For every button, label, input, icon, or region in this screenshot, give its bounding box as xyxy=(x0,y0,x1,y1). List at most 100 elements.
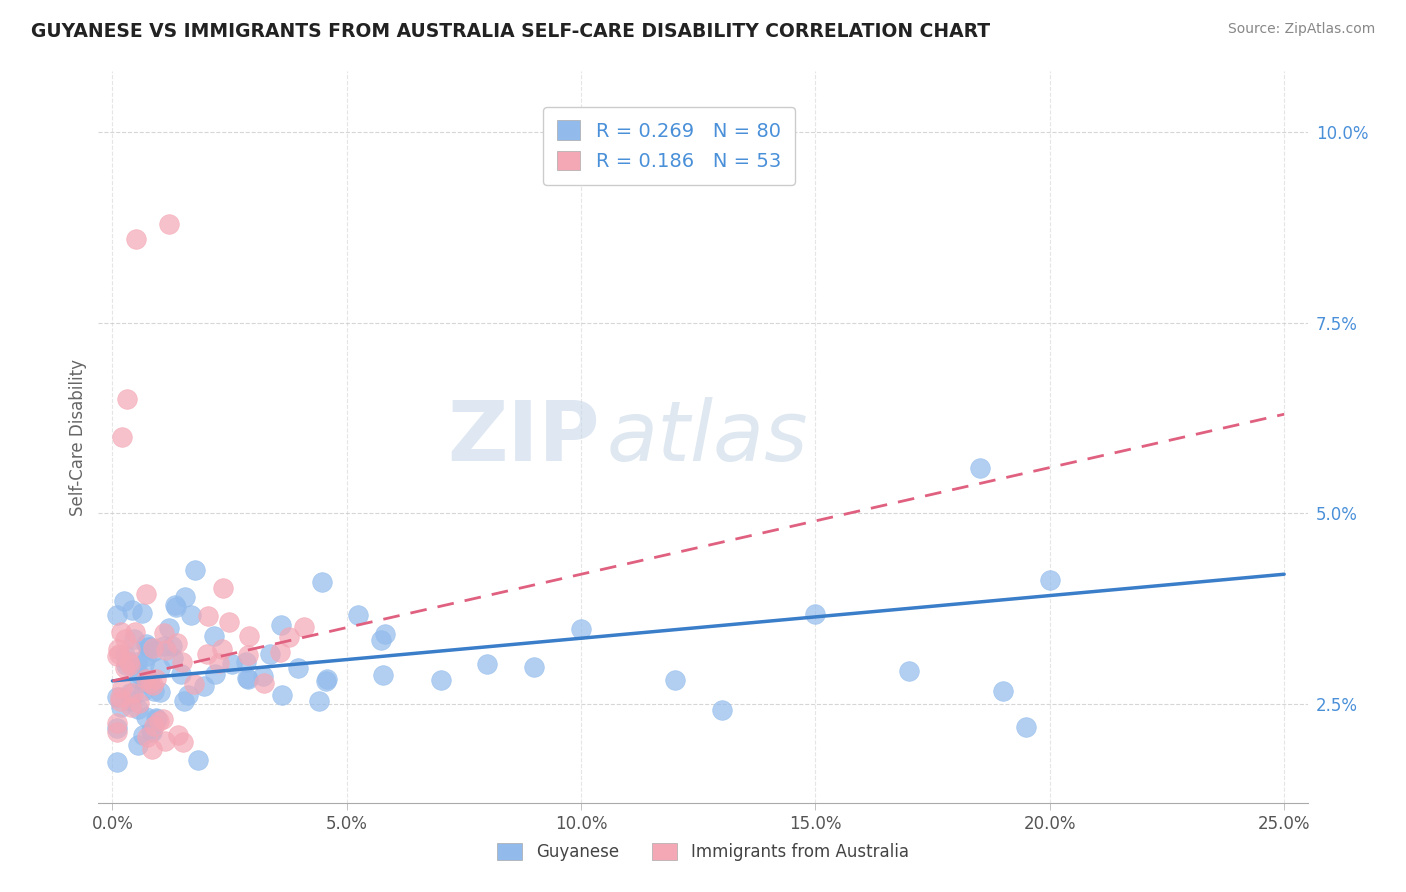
Point xyxy=(110,694,132,708)
Point xyxy=(136,730,159,744)
Point xyxy=(184,563,207,577)
Point xyxy=(118,641,141,656)
Point xyxy=(270,618,292,632)
Point xyxy=(110,700,132,714)
Point xyxy=(120,700,142,714)
Point xyxy=(122,686,145,700)
Point xyxy=(105,690,128,705)
Point xyxy=(204,667,226,681)
Point xyxy=(193,679,215,693)
Point xyxy=(969,460,991,475)
Point xyxy=(173,693,195,707)
Point xyxy=(991,683,1014,698)
Point xyxy=(110,690,132,705)
Point xyxy=(898,664,921,678)
Point xyxy=(183,676,205,690)
Legend: Guyanese, Immigrants from Australia: Guyanese, Immigrants from Australia xyxy=(491,836,915,868)
Point xyxy=(211,581,233,595)
Point xyxy=(135,672,157,686)
Point xyxy=(121,603,143,617)
Point xyxy=(149,661,172,675)
Point xyxy=(114,660,136,674)
Point xyxy=(146,712,169,726)
Point xyxy=(143,644,166,658)
Point xyxy=(125,655,148,669)
Point xyxy=(135,637,157,651)
Point xyxy=(105,725,128,739)
Point xyxy=(120,686,142,700)
Y-axis label: Self-Care Disability: Self-Care Disability xyxy=(69,359,87,516)
Point xyxy=(142,641,165,656)
Point xyxy=(195,647,218,661)
Point xyxy=(172,735,194,749)
Point xyxy=(136,648,159,663)
Point xyxy=(143,718,166,732)
Point xyxy=(149,685,172,699)
Point xyxy=(131,728,153,742)
Point xyxy=(162,650,184,665)
Point xyxy=(236,648,259,663)
Point xyxy=(153,640,176,654)
Point xyxy=(128,666,150,681)
Point xyxy=(125,232,148,246)
Point xyxy=(143,684,166,698)
Point xyxy=(139,676,162,690)
Point xyxy=(180,607,202,622)
Text: ZIP: ZIP xyxy=(447,397,600,477)
Point xyxy=(664,673,686,687)
Point xyxy=(135,710,157,724)
Point xyxy=(197,609,219,624)
Point xyxy=(253,676,276,690)
Point xyxy=(292,620,315,634)
Text: atlas: atlas xyxy=(606,397,808,477)
Point xyxy=(569,623,592,637)
Point xyxy=(134,675,156,690)
Point xyxy=(155,642,177,657)
Point xyxy=(269,645,291,659)
Point xyxy=(259,647,281,661)
Point xyxy=(127,702,149,716)
Point xyxy=(374,627,396,641)
Point xyxy=(157,217,180,231)
Point xyxy=(271,689,294,703)
Point xyxy=(141,724,163,739)
Point xyxy=(152,625,174,640)
Text: Source: ZipAtlas.com: Source: ZipAtlas.com xyxy=(1227,22,1375,37)
Point xyxy=(477,657,499,671)
Point xyxy=(204,629,226,643)
Point xyxy=(278,630,301,644)
Point xyxy=(373,667,395,681)
Point xyxy=(138,674,160,689)
Point xyxy=(170,666,193,681)
Point xyxy=(105,648,128,663)
Point xyxy=(221,657,243,672)
Point xyxy=(124,625,146,640)
Point xyxy=(1015,720,1038,734)
Point xyxy=(157,621,180,635)
Point xyxy=(128,738,150,752)
Point xyxy=(218,615,240,629)
Point xyxy=(145,711,167,725)
Point xyxy=(115,392,138,406)
Point xyxy=(141,678,163,692)
Point xyxy=(108,647,131,661)
Point xyxy=(132,657,155,672)
Point xyxy=(165,599,187,614)
Point xyxy=(145,672,167,686)
Point xyxy=(115,657,138,672)
Point xyxy=(429,673,451,687)
Point xyxy=(105,716,128,731)
Point xyxy=(105,755,128,769)
Point xyxy=(804,607,827,621)
Point xyxy=(167,728,190,742)
Point xyxy=(135,587,157,601)
Point xyxy=(710,703,733,717)
Point xyxy=(163,599,186,613)
Point xyxy=(236,672,259,686)
Point xyxy=(111,430,134,444)
Point xyxy=(287,661,309,675)
Point xyxy=(523,660,546,674)
Point xyxy=(107,642,129,657)
Point xyxy=(118,655,141,669)
Point xyxy=(152,712,174,726)
